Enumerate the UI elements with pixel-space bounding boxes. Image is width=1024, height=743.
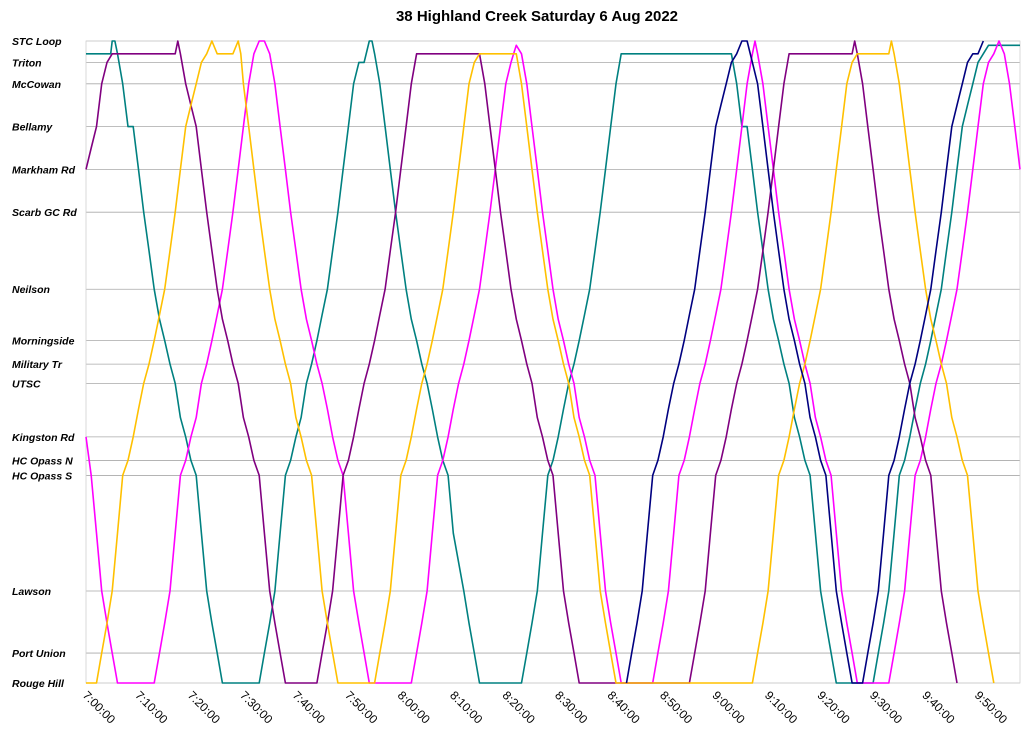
x-tick-label: 8:00:00 <box>395 688 433 726</box>
gridlines <box>86 40 1020 684</box>
stop-label: HC Opass S <box>12 470 72 482</box>
x-tick-label: 7:20:00 <box>185 688 223 726</box>
stop-label: Scarb GC Rd <box>12 207 77 219</box>
x-tick-label: 9:30:00 <box>867 688 905 726</box>
stop-label: HC Opass N <box>12 455 73 467</box>
x-tick-label: 9:50:00 <box>972 688 1010 726</box>
series-line-5 <box>625 40 985 684</box>
stop-label: Bellamy <box>12 122 53 134</box>
x-tick-label: 7:50:00 <box>342 688 380 726</box>
x-tick-label: 8:20:00 <box>500 688 538 726</box>
stop-label: McCowan <box>12 79 61 91</box>
stop-labels: STC Loop Triton McCowan Bellamy Markham Rd Sc… <box>12 36 77 690</box>
stop-label: Rouge Hill <box>12 678 65 690</box>
x-tick-label: 8:10:00 <box>447 688 485 726</box>
stop-label: Kingston Rd <box>12 432 75 444</box>
stop-label: Port Union <box>12 648 66 660</box>
stop-label: Triton <box>12 57 42 69</box>
x-tick-label: 9:20:00 <box>814 688 852 726</box>
x-tick-label: 9:40:00 <box>919 688 957 726</box>
x-tick-label: 8:30:00 <box>552 688 590 726</box>
stop-label: STC Loop <box>12 36 62 48</box>
stop-label: UTSC <box>12 378 41 390</box>
trip-lines <box>85 40 1021 684</box>
series-line-3 <box>85 40 958 684</box>
x-tick-label: 8:40:00 <box>605 688 643 726</box>
x-tick-label: 7:30:00 <box>237 688 275 726</box>
x-axis-tick-labels: 7:00:00 7:10:00 7:20:00 7:30:00 7:40:00 7:50:… <box>80 688 1010 726</box>
stop-label: Morningside <box>12 336 75 348</box>
stop-label: Lawson <box>12 586 51 598</box>
x-tick-label: 8:50:00 <box>657 688 695 726</box>
chart-title: 38 Highland Creek Saturday 6 Aug 2022 <box>396 8 678 25</box>
x-tick-label: 9:00:00 <box>710 688 748 726</box>
x-tick-label: 7:40:00 <box>290 688 328 726</box>
stop-label: Military Tr <box>12 359 63 371</box>
x-tick-label: 7:10:00 <box>132 688 170 726</box>
series-line-4 <box>86 40 995 684</box>
stop-label: Neilson <box>12 284 50 296</box>
x-tick-label: 7:00:00 <box>80 688 118 726</box>
x-tick-label: 9:10:00 <box>762 688 800 726</box>
series-line-2 <box>85 40 1021 684</box>
plot-area <box>85 40 1021 684</box>
stop-label: Markham Rd <box>12 164 76 176</box>
series-line-1 <box>86 40 1020 684</box>
